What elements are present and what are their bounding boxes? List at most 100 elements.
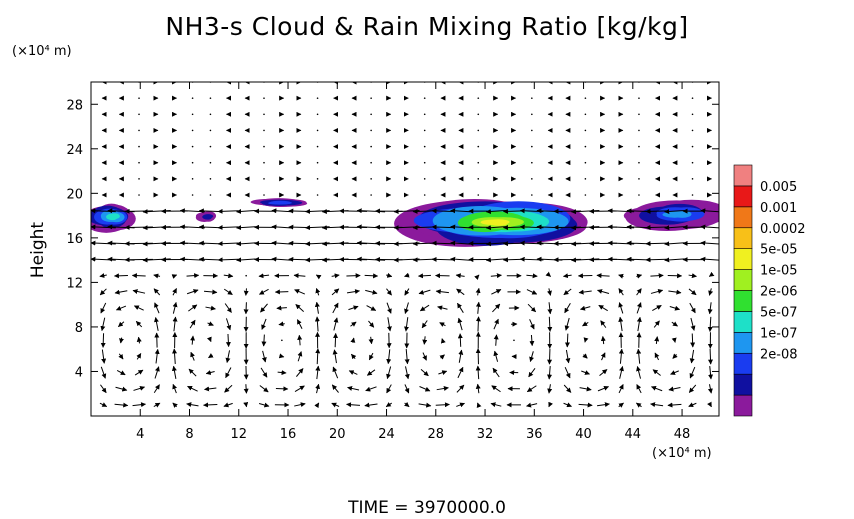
wind-vector: [347, 385, 360, 391]
wind-vector: [333, 317, 339, 331]
wind-vector: [570, 209, 600, 215]
wind-vector-dot: [531, 161, 533, 164]
wind-vector: [364, 402, 378, 408]
wind-vector: [431, 256, 454, 262]
wind-vector: [565, 349, 571, 364]
wind-vector: [700, 224, 719, 230]
wind-vector-dot: [584, 145, 587, 148]
wind-vector: [652, 304, 662, 312]
wind-vector-dot: [638, 113, 640, 116]
x-tick-label: 16: [280, 427, 297, 442]
wind-vector-dot: [691, 194, 694, 196]
colorbar: 0.005 0.001 0.0002 5e-05 1e-05 2e-06 5e-07 1e-0…: [733, 164, 806, 417]
wind-vector-dot: [638, 161, 640, 164]
wind-vector: [707, 316, 713, 332]
colorbar-label: 2e-08: [760, 347, 798, 362]
wind-vector: [99, 402, 108, 408]
wind-vector: [217, 241, 239, 247]
wind-vector-dot: [477, 161, 480, 164]
colorbar-swatch: [733, 269, 753, 291]
wind-vector: [582, 321, 589, 327]
wind-vector: [132, 289, 146, 294]
wind-vector: [315, 287, 321, 296]
x-tick-label: 12: [230, 427, 247, 442]
wind-vector: [100, 302, 107, 314]
wind-vector: [136, 336, 142, 344]
wind-vector: [261, 318, 267, 330]
wind-vector: [294, 385, 305, 392]
colorbar-swatch: [733, 373, 753, 396]
wind-vector: [100, 384, 107, 394]
wind-vector: [671, 337, 677, 343]
wind-vector-dot: [191, 194, 194, 196]
wind-vector: [142, 209, 171, 215]
wind-vector-dot: [531, 145, 533, 148]
wind-vector: [236, 241, 256, 247]
wind-vector: [456, 288, 465, 296]
wind-vector: [562, 273, 572, 279]
x-tick-label: 32: [477, 427, 494, 442]
wind-vector: [368, 320, 375, 328]
wind-vector-dot: [638, 97, 640, 99]
wind-vector-dot: [531, 97, 533, 99]
wind-vector-dot: [138, 113, 140, 116]
x-tick-label: 28: [428, 427, 445, 442]
wind-vector: [651, 385, 663, 392]
wind-vector: [100, 333, 106, 348]
wind-vector: [114, 289, 128, 295]
wind-vector: [545, 271, 551, 277]
x-axis-unit: (×10⁴ m): [652, 446, 712, 461]
wind-vector: [529, 351, 535, 363]
colorbar-swatch: [733, 332, 753, 354]
cloud-blob: [271, 201, 292, 205]
wind-vector: [664, 257, 685, 263]
colorbar-swatch: [733, 290, 753, 312]
wind-vector: [438, 370, 448, 375]
wind-vector: [564, 333, 570, 348]
colorbar-swatch: [733, 352, 753, 375]
wind-vector: [636, 348, 642, 364]
wind-vector: [708, 271, 715, 277]
wind-vector: [332, 366, 339, 379]
wind-vector: [259, 288, 269, 295]
wind-vector: [134, 369, 144, 376]
wind-vector: [346, 402, 361, 408]
colorbar-swatch: [733, 164, 753, 187]
wind-vector: [439, 322, 446, 327]
wind-vector: [366, 305, 377, 311]
wind-vector-dot: [370, 129, 372, 132]
wind-vector: [208, 353, 214, 359]
wind-vector-dot: [370, 97, 372, 99]
wind-vector: [278, 321, 285, 327]
wind-vector: [450, 256, 471, 262]
x-tick-label: 4: [136, 427, 144, 442]
wind-vector: [294, 289, 306, 295]
wind-vector: [618, 273, 624, 279]
wind-vector: [404, 401, 410, 408]
wind-vector: [296, 368, 304, 377]
wind-vector: [365, 289, 378, 295]
wind-vector: [236, 208, 256, 214]
wind-vector: [570, 257, 600, 263]
wind-vector: [189, 319, 196, 329]
wind-vector-dot: [584, 97, 587, 99]
wind-vector-dot: [584, 194, 587, 196]
wind-vector-dot: [316, 113, 319, 116]
wind-vector-dot: [691, 97, 694, 99]
wind-vector: [115, 386, 128, 392]
wind-vector: [547, 384, 553, 394]
wind-vector-dot: [531, 113, 533, 116]
wind-vector-dot: [263, 129, 265, 132]
wind-vector: [493, 318, 499, 330]
wind-vector: [386, 302, 392, 314]
wind-vector-dot: [191, 161, 194, 164]
wind-vector: [385, 402, 393, 408]
wind-vector: [450, 208, 471, 214]
wind-vector: [368, 352, 374, 361]
wind-vector: [431, 208, 454, 214]
wind-vector-dot: [191, 129, 194, 132]
wind-vector: [356, 208, 386, 214]
x-tick-label: 48: [674, 427, 691, 442]
wind-vector: [260, 303, 268, 313]
wind-vector: [493, 350, 499, 362]
